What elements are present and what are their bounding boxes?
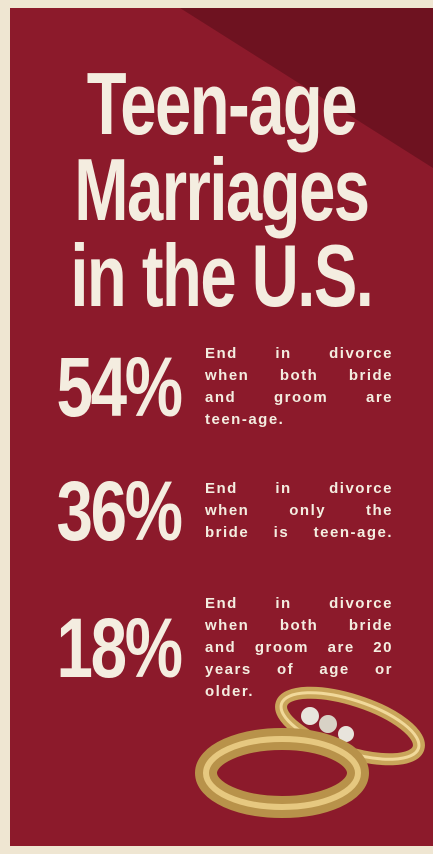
diamond [301, 707, 319, 725]
stat-value: 18% [57, 606, 174, 690]
description-line: teen-age. [205, 409, 393, 431]
title-line: Marriages [65, 146, 378, 234]
description-line: older. [205, 681, 393, 703]
description-line: and groom are [205, 387, 393, 409]
description-line: End in divorce [205, 593, 393, 615]
diamond [319, 715, 337, 733]
title-line: in the U.S. [65, 232, 378, 320]
description-line: when both bride [205, 365, 393, 387]
description-line: End in divorce [205, 478, 393, 500]
description-line: End in divorce [205, 343, 393, 365]
description-line: when only the [205, 500, 393, 522]
title-line: Teen-age [65, 60, 378, 148]
red-panel: Teen-age Marriages in the U.S. 54% End in… [10, 8, 433, 846]
stat-value: 54% [57, 345, 174, 429]
page: Teen-age Marriages in the U.S. 54% End in… [0, 0, 433, 854]
description-line: when both bride [205, 615, 393, 637]
description-line: bride is teen-age. [205, 522, 393, 544]
description-line: years of age or [205, 659, 393, 681]
description-line: and groom are 20 [205, 637, 393, 659]
stat-value: 36% [57, 469, 174, 553]
